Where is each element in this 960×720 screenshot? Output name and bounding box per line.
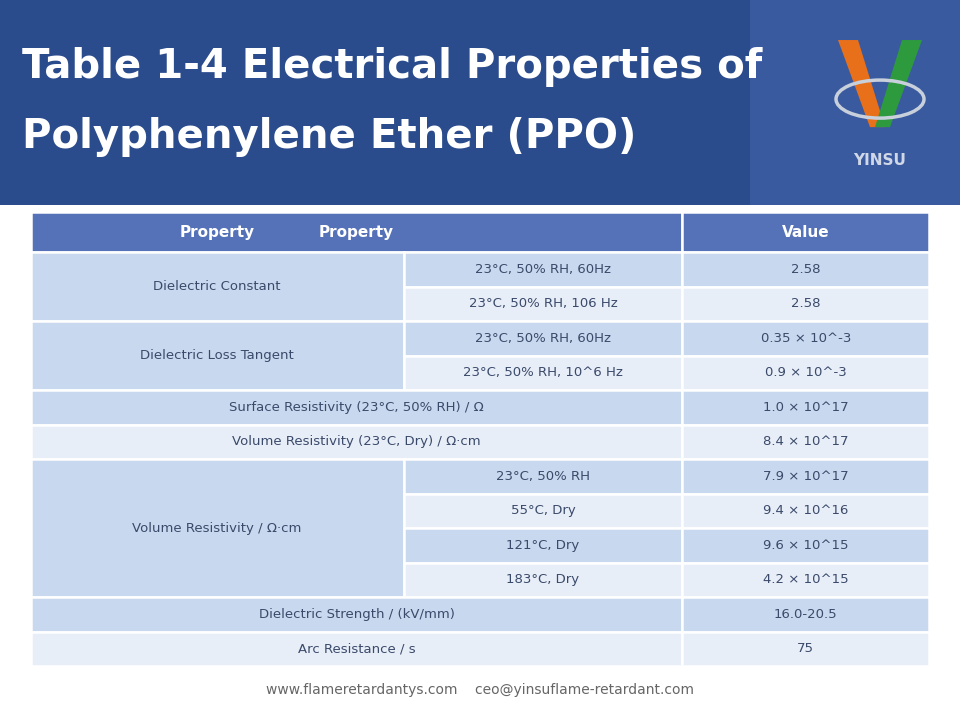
Bar [683, 390, 929, 425]
Bar [403, 493, 683, 528]
Bar [403, 252, 683, 287]
Polygon shape [838, 40, 885, 127]
Bar [31, 212, 403, 252]
Bar [403, 321, 683, 356]
Text: 4.2 × 10^15: 4.2 × 10^15 [763, 573, 849, 586]
Text: 183°C, Dry: 183°C, Dry [506, 573, 580, 586]
Bar [683, 356, 929, 390]
Text: 23°C, 50% RH, 106 Hz: 23°C, 50% RH, 106 Hz [468, 297, 617, 310]
Bar [683, 212, 929, 252]
Text: 2.58: 2.58 [791, 263, 821, 276]
Bar [403, 356, 683, 390]
Text: Dielectric Strength / (kV/mm): Dielectric Strength / (kV/mm) [258, 608, 454, 621]
Bar [31, 459, 403, 597]
Bar [683, 528, 929, 562]
Text: 9.6 × 10^15: 9.6 × 10^15 [763, 539, 849, 552]
Text: 23°C, 50% RH, 10^6 Hz: 23°C, 50% RH, 10^6 Hz [463, 366, 623, 379]
Text: 121°C, Dry: 121°C, Dry [506, 539, 580, 552]
Text: Surface Resistivity (23°C, 50% RH) / Ω: Surface Resistivity (23°C, 50% RH) / Ω [229, 401, 484, 414]
Bar [683, 459, 929, 493]
Bar [31, 212, 683, 252]
Text: Property: Property [180, 225, 254, 240]
Polygon shape [875, 40, 922, 127]
Text: 55°C, Dry: 55°C, Dry [511, 504, 575, 517]
Bar [403, 287, 683, 321]
Bar [683, 631, 929, 666]
Bar [31, 425, 683, 459]
Bar [683, 425, 929, 459]
Text: 0.35 × 10^-3: 0.35 × 10^-3 [760, 332, 851, 345]
Text: 16.0-20.5: 16.0-20.5 [774, 608, 837, 621]
Bar [820, 30, 940, 175]
Bar [683, 321, 929, 356]
Text: Polyphenylene Ether (PPO): Polyphenylene Ether (PPO) [22, 117, 636, 157]
Text: Value: Value [781, 225, 829, 240]
Bar [31, 252, 403, 321]
Bar [31, 597, 683, 631]
Bar [683, 562, 929, 597]
Bar [403, 528, 683, 562]
Text: Arc Resistance / s: Arc Resistance / s [298, 642, 416, 655]
Bar [683, 252, 929, 287]
Text: Table 1-4 Electrical Properties of: Table 1-4 Electrical Properties of [22, 47, 762, 87]
Bar [403, 212, 929, 252]
Bar [31, 390, 683, 425]
Text: 0.9 × 10^-3: 0.9 × 10^-3 [765, 366, 847, 379]
Text: 8.4 × 10^17: 8.4 × 10^17 [763, 436, 849, 449]
Bar [683, 597, 929, 631]
Text: Volume Resistivity / Ω·cm: Volume Resistivity / Ω·cm [132, 521, 301, 534]
Bar [683, 493, 929, 528]
Text: Property: Property [319, 225, 394, 240]
Text: 1.0 × 10^17: 1.0 × 10^17 [763, 401, 849, 414]
Text: 2.58: 2.58 [791, 297, 821, 310]
Text: www.flameretardantys.com    ceo@yinsuflame-retardant.com: www.flameretardantys.com ceo@yinsuflame-… [266, 683, 694, 697]
Bar [750, 0, 960, 205]
Text: 23°C, 50% RH, 60Hz: 23°C, 50% RH, 60Hz [475, 263, 611, 276]
Text: Volume Resistivity (23°C, Dry) / Ω·cm: Volume Resistivity (23°C, Dry) / Ω·cm [232, 436, 481, 449]
Text: Dielectric Loss Tangent: Dielectric Loss Tangent [140, 349, 294, 362]
Bar [31, 631, 683, 666]
Bar [403, 459, 683, 493]
Text: 7.9 × 10^17: 7.9 × 10^17 [763, 469, 849, 483]
Bar [0, 0, 750, 205]
Bar [31, 321, 403, 390]
Text: 23°C, 50% RH: 23°C, 50% RH [496, 469, 589, 483]
Text: 23°C, 50% RH, 60Hz: 23°C, 50% RH, 60Hz [475, 332, 611, 345]
Text: Dielectric Constant: Dielectric Constant [154, 280, 281, 293]
Text: 75: 75 [797, 642, 814, 655]
Text: 9.4 × 10^16: 9.4 × 10^16 [763, 504, 849, 517]
Bar [403, 562, 683, 597]
Bar [683, 287, 929, 321]
Text: YINSU: YINSU [331, 456, 629, 540]
Text: YINSU: YINSU [853, 153, 906, 168]
